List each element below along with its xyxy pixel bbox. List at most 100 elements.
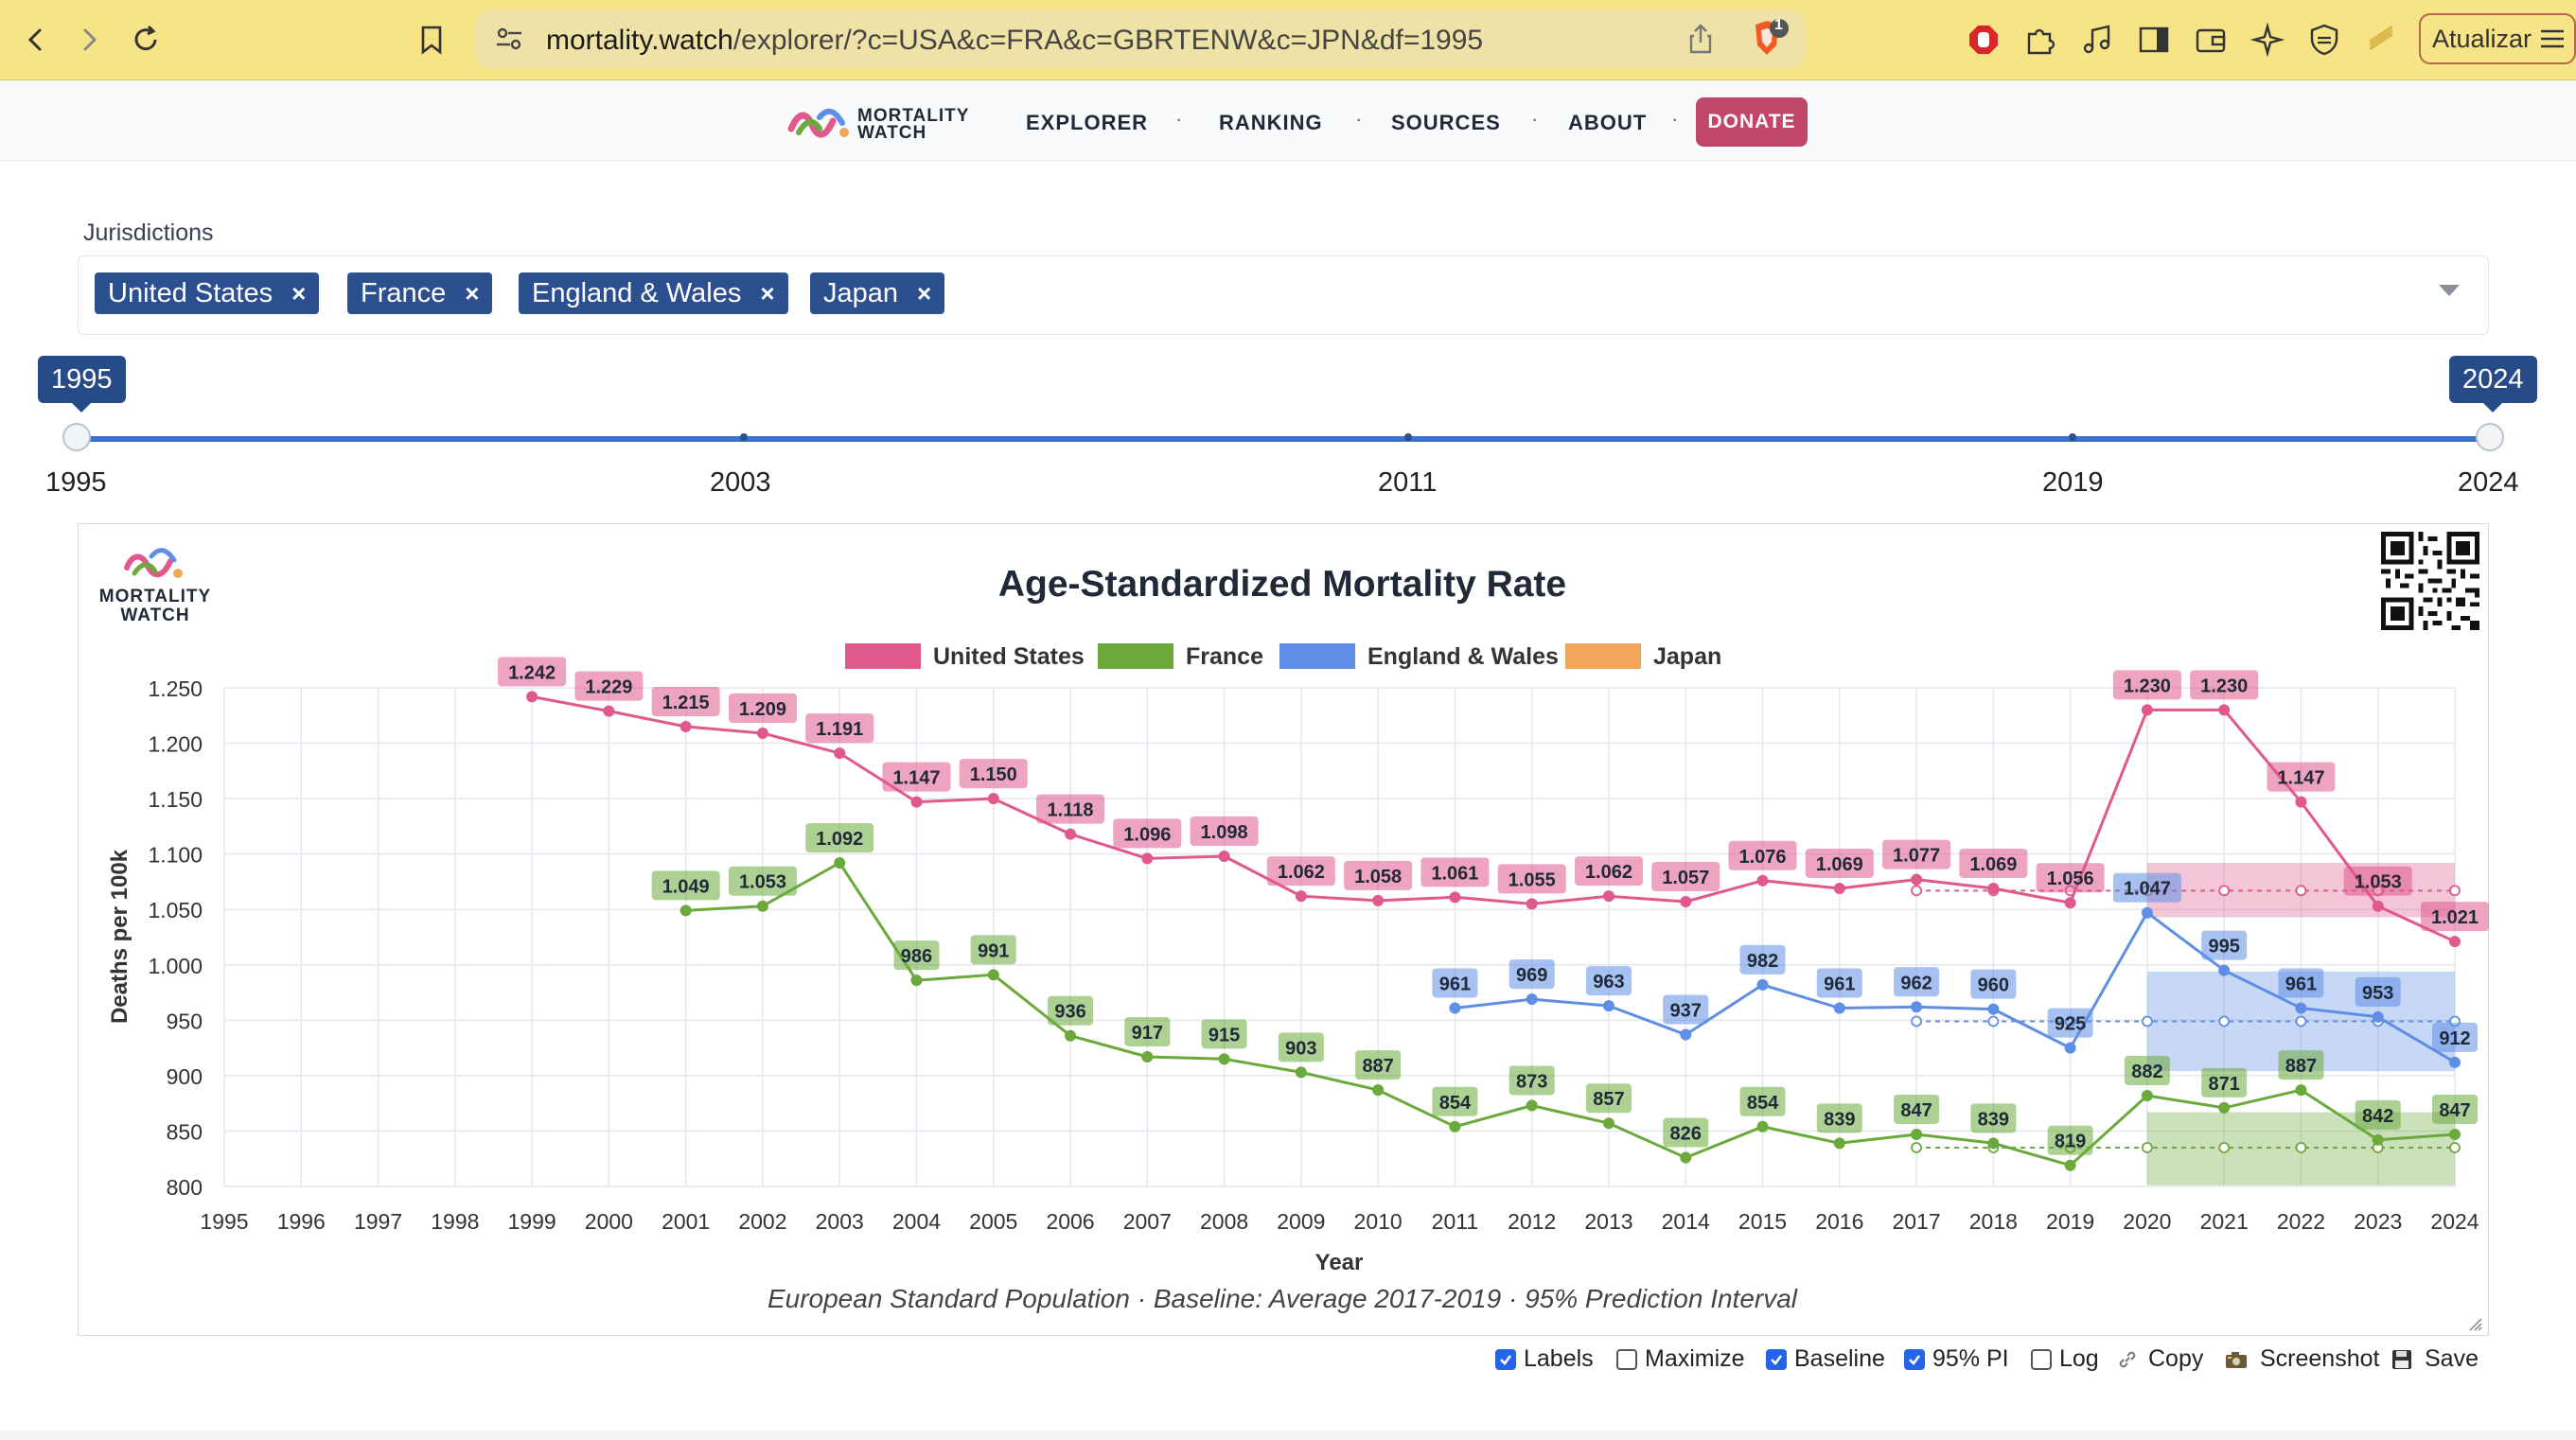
site-settings-icon[interactable] <box>494 25 524 58</box>
remove-chip-icon[interactable]: × <box>917 278 932 307</box>
chevron-down-icon[interactable] <box>2439 285 2460 296</box>
site-logo[interactable]: MORTALITY WATCH <box>785 104 969 146</box>
legend-item-france[interactable]: France <box>1098 643 1263 670</box>
log-toggle[interactable]: Log <box>2031 1345 2099 1373</box>
sidebar-toggle-icon[interactable] <box>2133 19 2175 61</box>
puzzle-extension-icon[interactable] <box>2020 19 2061 61</box>
data-point-france <box>2141 1089 2153 1101</box>
labels-toggle[interactable]: Labels <box>1495 1345 1594 1373</box>
chip-united-states: United States × <box>95 272 320 314</box>
ai-sparkle-icon[interactable] <box>2247 19 2288 61</box>
menu-about[interactable]: ABOUT <box>1568 111 1648 134</box>
donate-button[interactable]: DONATE <box>1696 97 1808 147</box>
data-point-usa <box>603 705 615 717</box>
data-label-bg <box>574 671 644 701</box>
data-label-usa: 1.230 <box>2190 670 2259 700</box>
data-label-bg <box>1894 967 1940 997</box>
baseline-toggle[interactable]: Baseline <box>1766 1345 1885 1373</box>
x-tick-label: 2006 <box>1046 1209 1094 1234</box>
stop-extension-icon[interactable] <box>1963 19 2004 61</box>
logo-stroke <box>132 562 158 576</box>
remove-chip-icon[interactable]: × <box>291 278 307 307</box>
slider-tick <box>740 433 748 441</box>
forward-icon[interactable] <box>66 17 112 62</box>
legend-item-ew[interactable]: England & Wales <box>1279 643 1559 670</box>
data-label-text: 873 <box>1516 1072 1547 1093</box>
data-label-usa: 1.150 <box>959 759 1028 789</box>
data-point-ew <box>1987 1003 2000 1015</box>
data-label-bg <box>1816 968 1862 998</box>
maximize-toggle[interactable]: Maximize <box>1616 1345 1745 1373</box>
back-icon[interactable] <box>13 17 59 62</box>
menu-explorer[interactable]: EXPLORER <box>1026 111 1149 134</box>
legend-item-usa[interactable]: United States <box>845 643 1085 670</box>
slider-handle-end[interactable] <box>2476 423 2504 451</box>
labels-checkbox[interactable] <box>1495 1348 1516 1370</box>
save-button[interactable]: Save <box>2391 1345 2479 1373</box>
remove-chip-icon[interactable]: × <box>465 278 480 307</box>
data-point-usa <box>1065 828 1077 840</box>
data-label-usa: 1.215 <box>651 686 720 716</box>
y-tick-label: 950 <box>167 1009 203 1033</box>
floppy-disk-icon <box>2392 1349 2411 1369</box>
x-tick-label: 2013 <box>1584 1209 1632 1234</box>
data-point-ew <box>2449 1056 2461 1068</box>
data-label-france: 1.092 <box>805 823 874 853</box>
legend-swatch <box>1098 643 1173 669</box>
data-label-bg <box>1728 840 1797 870</box>
data-label-bg <box>1036 794 1105 824</box>
jurisdictions-select[interactable]: United States × France × England & Wales… <box>78 255 2489 335</box>
data-label-bg <box>728 694 797 724</box>
slider-handle-start[interactable] <box>62 423 91 451</box>
data-label-bg <box>1344 860 1413 890</box>
data-point-france <box>1449 1120 1461 1133</box>
reload-icon[interactable] <box>123 17 168 62</box>
resize-handle-icon[interactable] <box>2468 1317 2483 1332</box>
bookmark-icon[interactable] <box>409 17 454 62</box>
update-button[interactable]: Atualizar <box>2419 13 2576 64</box>
data-label-ew: 912 <box>2432 1022 2478 1052</box>
data-label-text: 1.055 <box>1509 869 1556 890</box>
y-tick-label: 1.150 <box>148 787 203 812</box>
pi-toggle[interactable]: 95% PI <box>1904 1345 2009 1373</box>
menu-sources[interactable]: SOURCES <box>1391 111 1501 134</box>
data-label-text: 854 <box>1747 1093 1779 1114</box>
series-line-usa <box>531 694 2456 943</box>
wallet-icon[interactable] <box>2190 19 2232 61</box>
data-label-text: 839 <box>1978 1109 2009 1130</box>
x-tick-label: 2015 <box>1738 1209 1787 1234</box>
chart-logo-line-2: WATCH <box>120 606 189 625</box>
data-label-text: 1.076 <box>1738 847 1786 868</box>
log-checkbox[interactable] <box>2031 1348 2052 1370</box>
remove-chip-icon[interactable]: × <box>760 278 775 307</box>
pi-checkbox[interactable] <box>1904 1348 1925 1370</box>
brave-shield-icon[interactable]: 1 <box>1748 17 1791 65</box>
address-bar[interactable]: mortality.watch/explorer/?c=USA&c=FRA&c=… <box>475 9 1805 68</box>
year-range-track[interactable] <box>76 436 2489 442</box>
baseline-checkbox[interactable] <box>1766 1348 1787 1370</box>
legend-item-japan[interactable]: Japan <box>1565 643 1721 670</box>
data-label-bg <box>959 759 1028 789</box>
share-icon[interactable] <box>1686 23 1715 60</box>
url-host: mortality.watch <box>546 25 733 56</box>
copy-button[interactable]: Copy <box>2116 1345 2203 1373</box>
data-label-text: 854 <box>1439 1093 1472 1114</box>
chip-france: France × <box>347 272 493 314</box>
data-label-text: 1.118 <box>1048 800 1094 821</box>
rewards-icon[interactable] <box>2360 19 2402 61</box>
data-label-text: 1.096 <box>1123 824 1171 845</box>
maximize-checkbox[interactable] <box>1616 1348 1637 1370</box>
chart-logo-line-1: MORTALITY <box>99 587 211 606</box>
menu-ranking[interactable]: RANKING <box>1219 111 1323 134</box>
screenshot-button[interactable]: Screenshot <box>2224 1345 2379 1373</box>
data-label-ew: 953 <box>2355 976 2401 1007</box>
data-point-france <box>1987 1137 2000 1150</box>
site-header: MORTALITY WATCH EXPLORER · RANKING · SOU… <box>0 80 2576 161</box>
x-tick-label: 2001 <box>662 1209 710 1234</box>
data-point-usa <box>679 720 692 732</box>
data-point-france <box>1680 1151 1692 1164</box>
data-label-text: 1.229 <box>585 677 632 698</box>
music-icon[interactable] <box>2076 19 2118 61</box>
vpn-shield-icon[interactable] <box>2303 19 2345 61</box>
data-point-france <box>1141 1050 1154 1062</box>
